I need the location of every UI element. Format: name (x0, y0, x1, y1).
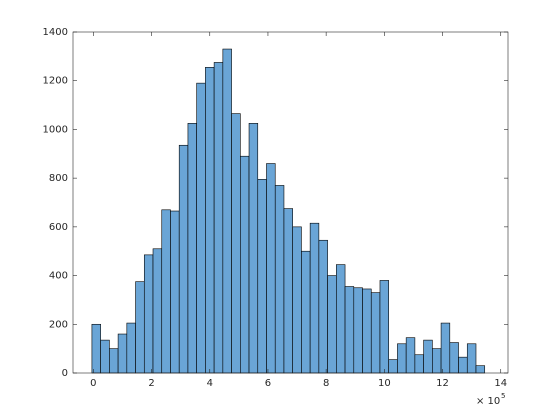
bar (178, 144, 189, 374)
x-exponent-base: × 10 (476, 396, 500, 407)
bar (318, 239, 328, 374)
y-tick-label: 1400 (43, 27, 68, 38)
x-tick-label: 10 (378, 378, 391, 389)
bar (213, 62, 224, 374)
bar (170, 210, 180, 374)
bar (458, 356, 468, 374)
x-tick-label: 2 (148, 378, 154, 389)
x-tick-label: 8 (323, 378, 329, 389)
bar (440, 322, 451, 374)
bar (353, 287, 363, 374)
bar (231, 113, 241, 374)
bar (405, 337, 416, 374)
bar (292, 226, 302, 374)
x-tick-label: 6 (265, 378, 271, 389)
x-tick-label: 0 (90, 378, 96, 389)
y-tick-label: 1200 (43, 76, 68, 87)
y-tick-label: 400 (49, 271, 68, 282)
x-tick-label: 12 (436, 378, 449, 389)
y-tick-label: 800 (49, 173, 68, 184)
y-tick-label: 1000 (43, 124, 68, 135)
bar (379, 280, 390, 374)
bar (257, 179, 267, 374)
bar (222, 48, 232, 374)
bar (423, 339, 433, 374)
bar (309, 222, 320, 374)
bar (414, 354, 424, 374)
bar (301, 250, 311, 374)
bar (100, 339, 110, 374)
bar (152, 248, 163, 374)
bar (388, 359, 398, 374)
y-tick-label: 200 (49, 319, 68, 330)
bar (135, 281, 145, 374)
bar (449, 342, 459, 374)
bar (370, 292, 381, 374)
bar (143, 254, 154, 374)
y-tick-label: 600 (49, 222, 68, 233)
bar (466, 343, 477, 374)
bar (117, 333, 128, 374)
bar (91, 323, 101, 374)
bar (397, 343, 407, 374)
bar (475, 365, 486, 374)
bar (266, 163, 276, 374)
axes-box (72, 31, 509, 374)
bar (205, 67, 215, 374)
bar (196, 82, 206, 374)
bar (109, 348, 119, 374)
x-exponent: 5 (501, 392, 505, 400)
bar (274, 185, 285, 374)
y-tick-label: 0 (62, 368, 68, 379)
bar (432, 348, 442, 374)
bar (248, 123, 259, 374)
bar (336, 264, 346, 374)
bar (344, 286, 355, 374)
bar (240, 155, 250, 374)
bar (283, 208, 293, 374)
bar (161, 209, 171, 374)
bar (362, 288, 372, 374)
bar (187, 123, 197, 374)
x-tick-label: 14 (494, 378, 507, 389)
bar (327, 275, 337, 374)
x-tick-label: 4 (207, 378, 213, 389)
bar (126, 322, 136, 374)
